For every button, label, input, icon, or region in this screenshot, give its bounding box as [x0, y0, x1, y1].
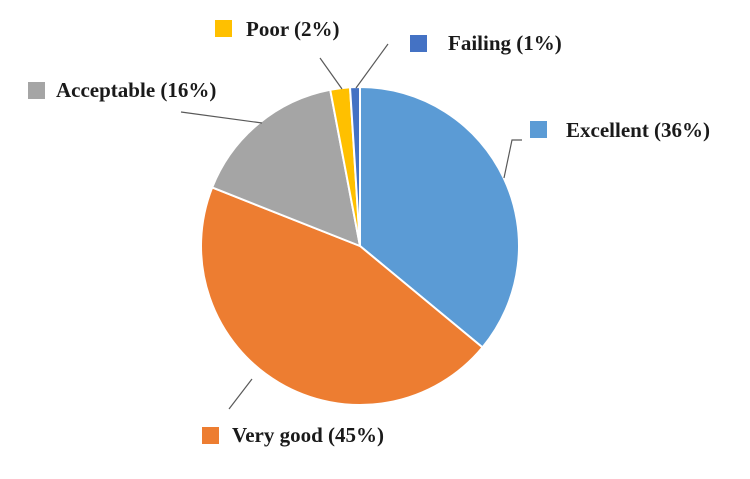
label-marker-failing [410, 35, 427, 52]
label-marker-excellent [530, 121, 547, 138]
data-label-acceptable: Acceptable (16%) [56, 78, 216, 102]
data-label-very-good: Very good (45%) [232, 423, 384, 447]
pie-slice-very-good [200, 186, 484, 406]
leader-line-failing [355, 43, 389, 89]
leader-line-poor [319, 57, 343, 90]
data-label-excellent: Excellent (36%) [566, 118, 710, 142]
pie-slice-failing [348, 85, 361, 247]
pie-slice-excellent [359, 85, 520, 349]
slice-labels: Excellent (36%) Very good (45%) Acceptable… [28, 17, 710, 447]
leader-line-very-good [228, 378, 253, 410]
pie-slices [200, 85, 520, 406]
label-marker-poor [215, 20, 232, 37]
data-label-failing: Failing (1%) [448, 31, 562, 55]
leader-line-excellent [503, 139, 522, 179]
leader-line-acceptable [180, 111, 263, 124]
label-marker-acceptable [28, 82, 45, 99]
pie-slice-acceptable [210, 88, 362, 248]
label-marker-very-good [202, 427, 219, 444]
data-label-poor: Poor (2%) [246, 17, 340, 41]
leader-lines [180, 43, 522, 410]
